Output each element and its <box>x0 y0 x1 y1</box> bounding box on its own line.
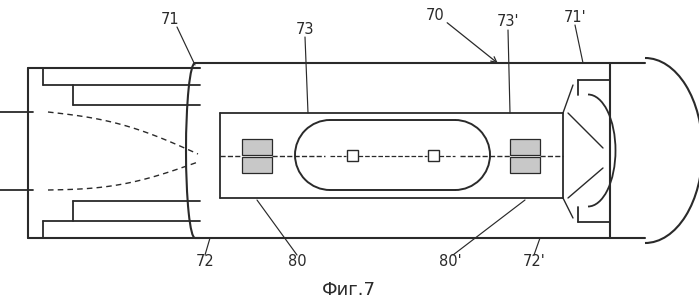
Bar <box>428 149 439 160</box>
Text: Фиг.7: Фиг.7 <box>322 281 376 299</box>
Text: 80: 80 <box>288 254 306 270</box>
Text: 72': 72' <box>523 254 545 270</box>
Text: 71': 71' <box>563 10 586 26</box>
Bar <box>242 156 272 172</box>
Text: 70: 70 <box>426 7 445 22</box>
Text: 71: 71 <box>161 13 180 27</box>
Bar <box>510 139 540 155</box>
Bar <box>347 149 358 160</box>
Text: 73': 73' <box>497 14 519 30</box>
Text: 80': 80' <box>439 254 461 270</box>
Bar <box>242 139 272 155</box>
Text: 73: 73 <box>296 22 315 38</box>
Text: 72: 72 <box>196 254 215 270</box>
Bar <box>510 156 540 172</box>
